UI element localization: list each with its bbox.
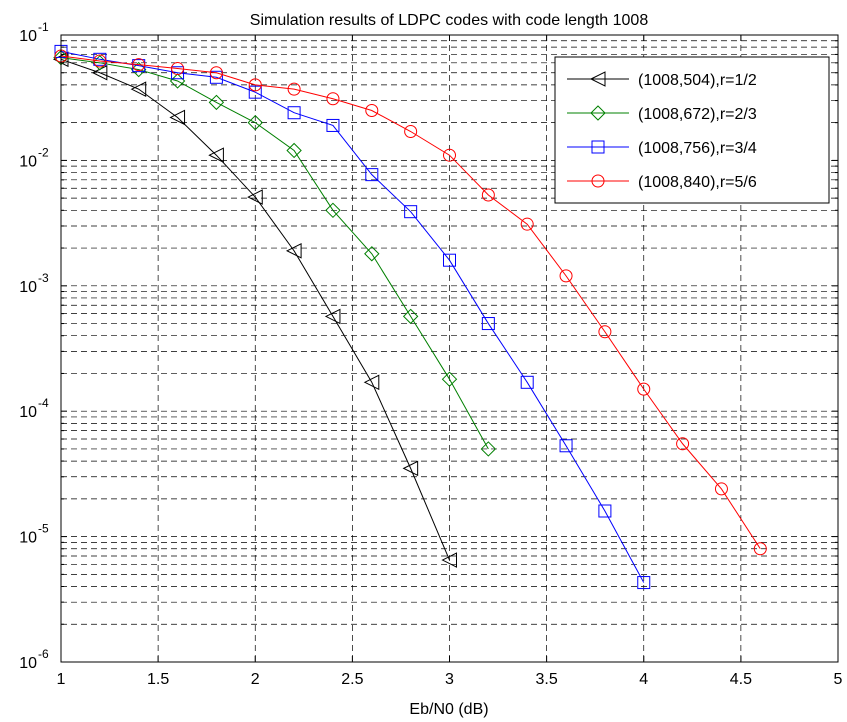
- y-tick-label: 10: [19, 530, 37, 547]
- x-tick-label: 1.5: [147, 671, 169, 688]
- data-point-circle: [443, 148, 456, 162]
- x-tick-label: 3.5: [536, 671, 558, 688]
- data-point-triangle: [441, 552, 457, 568]
- data-point-circle: [404, 125, 418, 139]
- data-point-triangle: [285, 243, 302, 259]
- y-tick-label: 10: [19, 279, 37, 296]
- data-point-circle: [598, 325, 612, 339]
- x-tick-label: 4: [639, 671, 648, 688]
- series-layer: [52, 44, 767, 590]
- data-point-triangle: [169, 109, 186, 126]
- legend-label: (1008,504),r=1/2: [638, 72, 757, 89]
- x-tick-label: 1: [57, 671, 66, 688]
- x-tick-label: 5: [834, 671, 843, 688]
- legend-entry: (1008,756),r=3/4: [567, 140, 757, 157]
- data-point-circle: [591, 174, 605, 188]
- data-point-square: [171, 66, 185, 80]
- data-point-circle: [132, 58, 146, 72]
- data-point-square: [559, 439, 573, 453]
- data-point-diamond: [364, 246, 380, 262]
- x-tick-label: 3: [445, 671, 454, 688]
- data-point-triangle: [363, 374, 380, 391]
- legend-entry: (1008,504),r=1/2: [567, 71, 757, 89]
- y-tick-label: 10: [19, 153, 37, 170]
- data-point-circle: [520, 217, 534, 231]
- data-point-square: [637, 576, 651, 590]
- data-point-diamond: [247, 114, 263, 131]
- y-tick-exponent: -3: [38, 271, 49, 285]
- x-tick-label: 2: [251, 671, 260, 688]
- y-tick-label: 10: [19, 404, 37, 421]
- data-point-square: [520, 375, 534, 389]
- data-point-circle: [365, 103, 379, 117]
- axis-ticks: 1 1.5 2 2.5 3 3.5 4 4.5 510-110-210-310-410-510-…: [19, 20, 842, 688]
- y-tick-exponent: -1: [38, 20, 49, 34]
- data-point-square: [248, 85, 262, 99]
- data-point-circle: [481, 188, 495, 202]
- series-1: [52, 51, 457, 568]
- data-point-circle: [209, 66, 223, 80]
- data-point-diamond: [208, 94, 225, 111]
- data-point-diamond: [480, 441, 497, 457]
- y-tick-exponent: -4: [38, 396, 49, 410]
- data-point-diamond: [130, 61, 147, 78]
- x-tick-label: 2.5: [341, 671, 363, 688]
- y-tick-exponent: -5: [38, 522, 49, 536]
- legend: (1008,504),r=1/2 (1008,672),r=2/3 (1008,75…: [554, 56, 830, 204]
- data-point-triangle: [589, 71, 606, 87]
- data-point-diamond: [402, 308, 419, 325]
- legend-entry: (1008,840),r=5/6: [567, 174, 757, 191]
- data-point-square: [443, 253, 456, 267]
- data-point-circle: [753, 542, 767, 556]
- data-point-circle: [676, 437, 690, 451]
- data-point-square: [404, 205, 418, 219]
- y-tick-exponent: -2: [38, 145, 49, 159]
- legend-label: (1008,672),r=2/3: [638, 106, 757, 123]
- chart-title: Simulation results of LDPC codes with co…: [250, 12, 649, 29]
- series-line: [60, 55, 761, 550]
- data-point-triangle: [208, 147, 224, 164]
- data-point-square: [209, 70, 223, 84]
- data-point-circle: [326, 92, 340, 106]
- legend-label: (1008,756),r=3/4: [638, 140, 757, 157]
- data-point-triangle: [402, 460, 419, 477]
- data-point-circle: [637, 382, 651, 396]
- data-point-square: [287, 106, 301, 120]
- y-tick-exponent: -6: [38, 647, 49, 661]
- data-point-square: [326, 118, 340, 132]
- data-point-diamond: [441, 371, 458, 387]
- y-tick-label: 10: [19, 655, 37, 672]
- data-point-circle: [248, 78, 262, 92]
- data-point-diamond: [325, 202, 341, 219]
- y-tick-label: 10: [19, 28, 37, 45]
- series-line: [60, 50, 645, 583]
- legend-box: [554, 56, 830, 204]
- data-point-square: [365, 168, 379, 182]
- x-axis-label: Eb/N0 (dB): [409, 701, 488, 718]
- data-point-circle: [93, 54, 107, 68]
- data-point-square: [591, 140, 605, 154]
- data-point-diamond: [590, 105, 606, 121]
- data-point-triangle: [324, 308, 341, 325]
- legend-label: (1008,840),r=5/6: [638, 174, 757, 191]
- data-point-circle: [559, 269, 573, 283]
- data-point-circle: [287, 82, 301, 96]
- legend-entry: (1008,672),r=2/3: [567, 105, 757, 123]
- data-point-circle: [171, 62, 185, 76]
- series-line: [60, 58, 450, 561]
- data-point-square: [481, 317, 495, 331]
- data-point-diamond: [286, 142, 302, 159]
- data-point-triangle: [130, 81, 147, 97]
- x-tick-label: 4.5: [730, 671, 752, 688]
- data-point-triangle: [247, 189, 263, 205]
- data-point-circle: [714, 482, 728, 496]
- data-point-square: [598, 504, 612, 518]
- series-4: [54, 49, 767, 556]
- series-3: [54, 44, 651, 590]
